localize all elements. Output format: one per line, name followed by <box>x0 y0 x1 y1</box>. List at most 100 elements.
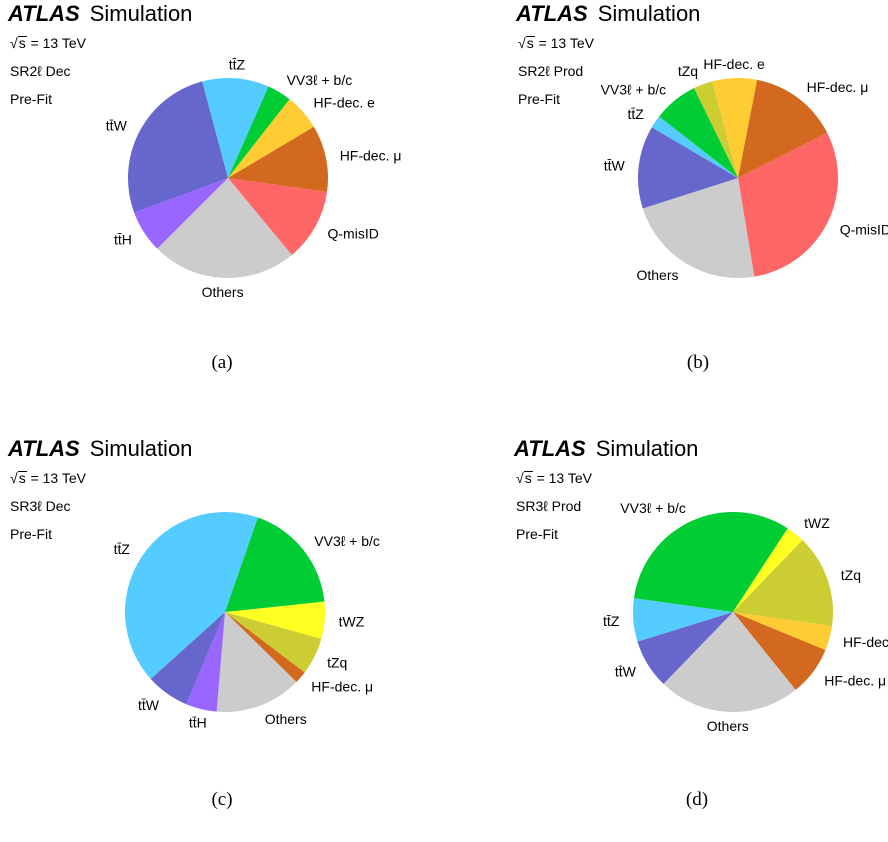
pie-slice-others <box>216 612 297 713</box>
pie-slice-twz <box>225 601 325 639</box>
slice-label-others: Others <box>636 267 678 283</box>
slice-label-tt-h: tt̄H <box>189 715 207 731</box>
energy-value: = 13 TeV <box>30 470 86 486</box>
panel-a: ATLAS Simulation √s = 13 TeV SR2ℓ Dec Pre… <box>0 0 444 407</box>
pie-slice-hf-dec <box>228 126 329 192</box>
slice-label-hf-dec-e: HF-dec. e <box>843 634 888 650</box>
region-label: SR2ℓ Prod <box>518 63 584 79</box>
pie-slice-q-misid <box>738 132 839 277</box>
slice-label-tzq: tZq <box>678 63 698 79</box>
slice-label-twz: tWZ <box>339 614 365 630</box>
pie-slice-vv3-b-c <box>659 88 738 178</box>
pie-slice-tt-z <box>202 77 269 178</box>
atlas-header: ATLAS Simulation <box>514 435 698 463</box>
stage-label: Pre-Fit <box>10 91 52 107</box>
atlas-simulation: Simulation <box>597 1 701 26</box>
slice-label-hf-dec: HF-dec. μ <box>807 79 869 95</box>
sqrt-s: s <box>17 35 27 51</box>
caption-d: (d) <box>685 789 709 810</box>
pie-slice-tt-w <box>150 612 225 705</box>
slice-label-tt-w: tt̄W <box>615 664 637 680</box>
energy-value: = 13 TeV <box>538 35 594 51</box>
slice-label-vv3-b-c: VV3ℓ + b/c <box>314 533 380 549</box>
pie-slice-vv3-b-c <box>633 511 788 612</box>
pie-slice-vv3-b-c <box>225 517 325 612</box>
panel-b: ATLAS Simulation √s = 13 TeV SR2ℓ Prod Pr… <box>508 0 888 407</box>
stage-label: Pre-Fit <box>10 526 52 542</box>
slice-label-tt-w: tt̄W <box>604 157 626 173</box>
pie-slice-q-misid <box>228 178 328 255</box>
pie-slice-hf-dec <box>738 79 828 178</box>
atlas-brand: ATLAS <box>516 1 588 26</box>
pie-slice-tzq <box>694 81 738 178</box>
pie-slice-tt-w <box>127 81 228 213</box>
atlas-simulation: Simulation <box>89 436 193 461</box>
slice-label-vv3-b-c: VV3ℓ + b/c <box>601 82 667 98</box>
slice-label-tt-w: tt̄W <box>106 118 128 134</box>
pie-slice-others <box>157 178 292 279</box>
pie-slice-tt-h <box>134 178 228 249</box>
pie-slice-twz <box>733 528 803 612</box>
stage-label: Pre-Fit <box>518 91 560 107</box>
pie-slice-others <box>642 178 755 279</box>
caption-a: (a) <box>211 352 233 373</box>
atlas-brand: ATLAS <box>8 1 80 26</box>
slice-label-twz: tWZ <box>804 515 830 531</box>
atlas-simulation: Simulation <box>595 436 699 461</box>
slice-label-tt-w: tt̄W <box>138 697 160 713</box>
slice-label-hf-dec: HF-dec. μ <box>311 679 373 695</box>
energy-label: √s = 13 TeV <box>516 470 592 486</box>
atlas-simulation: Simulation <box>89 1 193 26</box>
caption-b: (b) <box>686 352 710 373</box>
region-label: SR3ℓ Prod <box>516 498 582 514</box>
pie-chart-d: HF-dec. e HF-dec. μ Others tt̄W tt̄Z VV3ℓ + b… <box>603 500 888 734</box>
slice-label-vv3-b-c: VV3ℓ + b/c <box>620 500 686 516</box>
sqrt-s: s <box>17 470 27 486</box>
caption-c: (c) <box>211 789 233 810</box>
pie-slice-tzq <box>733 540 834 626</box>
slice-label-vv3-b-c: VV3ℓ + b/c <box>287 72 353 88</box>
atlas-brand: ATLAS <box>514 436 586 461</box>
slice-label-others: Others <box>707 718 749 734</box>
sqrt-s: s <box>523 470 533 486</box>
region-label: SR3ℓ Dec <box>10 498 71 514</box>
slice-label-tt-z: tt̄Z <box>229 56 246 72</box>
pie-slice-hf-dec <box>225 612 305 682</box>
pie-chart-a: Q-misID Others tt̄H tt̄W tt̄Z VV3ℓ + b/c HF-de… <box>106 56 402 300</box>
region-label: SR2ℓ Dec <box>10 63 71 79</box>
slice-label-q-misid: Q-misID <box>840 221 888 237</box>
pie-slice-tt-z <box>632 598 733 642</box>
energy-label: √s = 13 TeV <box>518 35 594 51</box>
pie-slice-tt-h <box>186 612 225 712</box>
energy-value: = 13 TeV <box>536 470 592 486</box>
atlas-header: ATLAS Simulation <box>8 435 192 463</box>
pie-slice-tt-w <box>637 612 733 684</box>
panel-c: ATLAS Simulation √s = 13 TeV SR3ℓ Dec Pre… <box>0 435 444 842</box>
slice-label-q-misid: Q-misID <box>328 226 379 242</box>
pie-slice-hf-dec-e <box>228 99 314 178</box>
stage-label: Pre-Fit <box>516 526 558 542</box>
energy-value: = 13 TeV <box>30 35 86 51</box>
sqrt-s: s <box>525 35 535 51</box>
pie-slice-vv3-b-c <box>228 86 290 178</box>
atlas-header: ATLAS Simulation <box>8 0 192 28</box>
slice-label-tzq: tZq <box>327 655 347 671</box>
slice-label-hf-dec-e: HF-dec. e <box>703 56 765 72</box>
slice-label-tt-z: tt̄Z <box>627 106 644 122</box>
slice-label-hf-dec: HF-dec. μ <box>340 147 402 163</box>
slice-label-others: Others <box>265 711 307 727</box>
atlas-header: ATLAS Simulation <box>516 0 700 28</box>
energy-label: √s = 13 TeV <box>10 470 86 486</box>
pie-chart-b: Q-misID Others tt̄W tt̄Z VV3ℓ + b/c tZq HF-dec… <box>601 56 888 283</box>
pie-slice-tt-z <box>651 116 738 178</box>
pie-slice-tt-w <box>638 127 738 209</box>
slice-label-hf-dec-e: HF-dec. e <box>314 95 376 111</box>
slice-label-others: Others <box>202 284 244 300</box>
pie-slice-hf-dec-e <box>712 77 758 178</box>
pie-slice-tzq <box>225 612 322 673</box>
slice-label-tt-z: tt̄Z <box>603 613 620 629</box>
slice-label-hf-dec: HF-dec. μ <box>824 672 886 688</box>
pie-slice-hf-dec-e <box>733 612 833 651</box>
panel-d: ATLAS Simulation √s = 13 TeV SR3ℓ Prod Pr… <box>506 435 888 842</box>
